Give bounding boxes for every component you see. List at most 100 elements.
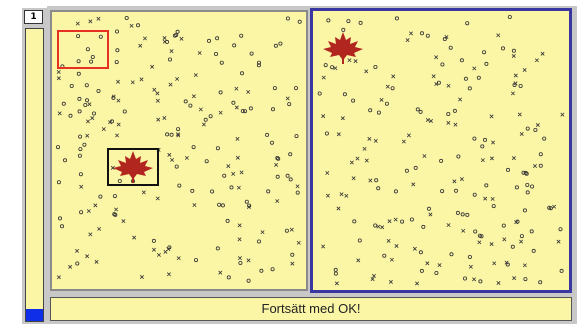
symbol-o [188, 103, 193, 108]
symbol-o [297, 19, 302, 24]
symbol-x [75, 248, 79, 253]
symbol-x [425, 261, 430, 266]
symbol-x [371, 273, 376, 278]
symbol-x [79, 184, 84, 189]
symbol-x [56, 69, 61, 74]
symbol-o [231, 100, 236, 105]
symbol-x [163, 249, 168, 254]
symbol-o [276, 156, 281, 161]
symbol-x [150, 64, 155, 69]
symbol-o [176, 127, 181, 132]
symbol-x [504, 260, 509, 265]
symbol-o [256, 239, 261, 244]
symbol-o [275, 155, 280, 160]
left-stimulus-panel[interactable] [50, 10, 308, 291]
symbol-o [341, 27, 346, 32]
symbol-o [351, 98, 356, 103]
symbol-x [237, 256, 242, 261]
symbol-o [239, 33, 244, 38]
symbol-x [412, 246, 417, 251]
symbol-x [139, 77, 144, 82]
symbol-x [132, 235, 137, 240]
symbol-o [82, 142, 87, 147]
right-stimulus-panel[interactable] [310, 8, 572, 293]
symbol-o [440, 62, 445, 67]
symbol-o [76, 59, 81, 64]
symbol-o [465, 212, 470, 217]
symbol-o [249, 51, 254, 56]
progress-column: 1 [22, 8, 47, 324]
symbol-x [394, 244, 399, 248]
symbol-o [229, 185, 234, 190]
symbol-x [175, 132, 180, 137]
symbol-x [425, 117, 430, 122]
symbol-x [184, 155, 189, 160]
symbol-o [242, 109, 247, 114]
symbol-x [116, 79, 121, 84]
symbol-o [456, 154, 461, 159]
symbol-o [425, 33, 430, 38]
symbol-o [92, 111, 97, 116]
symbol-o [75, 261, 80, 266]
symbol-x [88, 232, 93, 237]
symbol-o [220, 203, 225, 208]
symbol-x [336, 206, 341, 211]
symbol-o [78, 134, 83, 139]
symbol-o [210, 189, 215, 194]
symbol-o [446, 112, 451, 117]
symbol-o [165, 132, 170, 137]
symbol-o [484, 183, 489, 188]
symbol-o [270, 107, 275, 112]
symbol-x [453, 122, 458, 127]
symbol-o [191, 145, 196, 150]
symbol-x [97, 226, 102, 231]
symbol-o [538, 280, 543, 285]
symbol-x [540, 51, 545, 56]
symbol-x [472, 66, 477, 71]
symbol-o [525, 182, 530, 187]
symbol-o [358, 20, 363, 25]
symbol-o [232, 43, 237, 48]
symbol-o [352, 219, 357, 224]
symbol-x [116, 98, 121, 103]
symbol-o [476, 75, 481, 80]
symbol-x [235, 136, 240, 141]
symbol-x [290, 261, 295, 266]
symbol-o [168, 57, 173, 62]
symbol-o [374, 178, 379, 183]
symbol-o [434, 270, 439, 275]
symbol-x [490, 196, 495, 201]
symbol-o [346, 19, 351, 24]
symbol-o [208, 114, 213, 119]
symbol-o [273, 43, 278, 48]
symbol-o [357, 238, 362, 243]
progress-bar [25, 28, 44, 322]
symbol-x [388, 279, 393, 284]
symbol-o [62, 158, 67, 163]
symbol-o [382, 253, 387, 258]
symbol-o [167, 245, 172, 250]
symbol-o [409, 217, 414, 222]
symbol-x [108, 120, 113, 125]
symbol-o [98, 194, 103, 199]
symbol-o [323, 63, 328, 68]
symbol-x [179, 36, 184, 41]
symbol-x [176, 256, 181, 261]
symbol-o [293, 86, 298, 91]
symbol-x [57, 111, 62, 116]
symbol-o [174, 164, 179, 169]
symbol-x [522, 67, 527, 72]
symbol-o [455, 210, 460, 215]
progress-bar-fill [26, 309, 43, 321]
symbol-x [534, 58, 539, 63]
symbol-o [112, 212, 117, 217]
symbol-x [434, 55, 439, 60]
symbol-x [468, 264, 473, 269]
symbol-x [336, 132, 341, 137]
symbol-o [115, 29, 120, 34]
symbol-x [130, 80, 135, 85]
symbol-x [192, 203, 197, 208]
symbol-o [112, 194, 117, 199]
symbol-x [496, 33, 501, 38]
symbol-x [234, 105, 239, 110]
